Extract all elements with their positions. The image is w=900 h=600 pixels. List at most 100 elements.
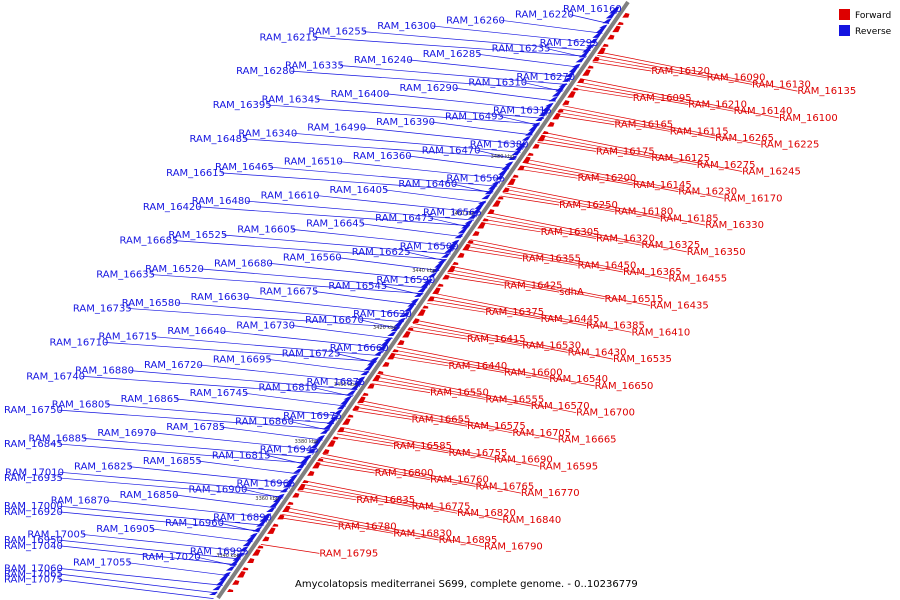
reverse-callout-line — [500, 19, 603, 34]
reverse-gene-9 — [239, 546, 249, 552]
forward-gene-59 — [522, 156, 531, 164]
reverse-gene-105 — [562, 77, 572, 82]
forward-gene-label: RAM_16570 — [531, 401, 590, 412]
reverse-callout-line — [293, 132, 521, 153]
reverse-callout-line — [246, 200, 474, 221]
reverse-callout-line — [58, 545, 237, 566]
forward-callout-line — [488, 212, 687, 253]
forward-gene-label: RAM_16690 — [494, 455, 553, 466]
reverse-callout-line — [60, 471, 288, 492]
forward-gene-label: RAM_16350 — [687, 247, 746, 258]
reverse-callout-line — [196, 556, 237, 567]
reverse-gene-label: RAM_16340 — [238, 128, 297, 139]
reverse-callout-line — [339, 65, 568, 85]
forward-callout-line — [558, 111, 670, 132]
reverse-gene-label: RAM_16735 — [73, 303, 132, 314]
forward-gene-22 — [337, 427, 345, 433]
reverse-gene-78 — [471, 207, 482, 214]
forward-gene-67 — [562, 100, 570, 105]
forward-callout-line — [433, 292, 632, 333]
forward-gene-label: RAM_16450 — [578, 260, 637, 271]
forward-gene-label: RAM_16245 — [742, 167, 801, 178]
forward-gene-38 — [417, 309, 426, 316]
forward-gene-label: RAM_16375 — [485, 307, 544, 318]
forward-gene-30 — [377, 370, 384, 374]
reverse-gene-16 — [262, 513, 272, 517]
reverse-gene-label: RAM_16670 — [305, 315, 364, 326]
forward-gene-41 — [432, 287, 441, 294]
forward-gene-63 — [542, 130, 549, 134]
reverse-callout-line — [151, 274, 424, 294]
reverse-gene-label: RAM_16720 — [144, 360, 203, 371]
reverse-gene-12 — [249, 532, 258, 537]
reverse-callout-line — [129, 370, 358, 390]
forward-gene-43 — [442, 274, 450, 280]
forward-gene-label: RAM_16175 — [596, 146, 655, 157]
forward-callout-line — [415, 319, 614, 360]
reverse-gene-label: RAM_16900 — [188, 484, 247, 495]
forward-callout-line — [523, 162, 679, 192]
forward-gene-label: RAM_16275 — [697, 160, 756, 171]
forward-callout-line — [599, 51, 798, 92]
reverse-gene-89 — [508, 155, 518, 161]
forward-gene-label: RAM_16170 — [724, 193, 783, 204]
reverse-gene-label: RAM_16295 — [540, 38, 599, 49]
forward-gene-label: RAM_16210 — [688, 100, 747, 111]
genome-caption: Amycolatopsis mediterranei S699, complet… — [295, 579, 638, 590]
reverse-callout-line — [58, 443, 307, 464]
reverse-gene-42 — [350, 383, 361, 390]
forward-gene-label: RAM_16840 — [502, 515, 561, 526]
reverse-callout-line — [105, 500, 270, 518]
reverse-callout-line — [499, 116, 540, 126]
forward-gene-label: RAM_16185 — [660, 213, 719, 224]
forward-callout-line — [339, 430, 494, 460]
reverse-gene-label: RAM_16310 — [468, 77, 527, 88]
reverse-gene-label: RAM_16405 — [329, 185, 388, 196]
forward-callout-line — [597, 55, 753, 85]
reverse-callout-line — [220, 522, 260, 533]
forward-gene-label: RAM_16410 — [631, 327, 690, 338]
reverse-gene-82 — [484, 188, 495, 195]
reverse-callout-line — [199, 268, 428, 289]
reverse-gene-8 — [235, 552, 245, 556]
reverse-gene-label: RAM_16480 — [192, 196, 251, 207]
reverse-callout-line — [429, 217, 470, 228]
reverse-gene-34 — [323, 422, 334, 429]
forward-gene-7 — [262, 536, 270, 542]
forward-gene-label: RAM_16655 — [412, 414, 471, 425]
forward-gene-4 — [247, 558, 255, 563]
reverse-gene-label: RAM_16950 — [4, 535, 63, 546]
reverse-gene-label: RAM_16400 — [331, 89, 390, 100]
forward-callout-line — [394, 349, 550, 380]
reverse-gene-label: RAM_16545 — [328, 281, 387, 292]
reverse-gene-label: RAM_16750 — [4, 405, 63, 416]
reverse-callout-line — [243, 488, 283, 499]
forward-callout-line — [431, 296, 587, 326]
forward-gene-42 — [437, 283, 444, 287]
reverse-gene-label: RAM_16280 — [236, 66, 295, 77]
forward-gene-52 — [487, 209, 495, 214]
reverse-gene-label: RAM_16475 — [375, 213, 434, 224]
reverse-callout-line — [316, 99, 544, 119]
forward-callout-line — [465, 245, 578, 266]
reverse-callout-line — [477, 53, 580, 68]
reverse-callout-line — [221, 426, 323, 441]
forward-gene-0 — [227, 589, 234, 593]
forward-callout-line — [375, 376, 531, 407]
reverse-gene-50 — [377, 344, 388, 351]
reverse-callout-line — [384, 189, 486, 204]
reverse-callout-line — [290, 70, 564, 91]
reverse-gene-label: RAM_16810 — [258, 383, 317, 394]
forward-gene-label: RAM_16800 — [375, 468, 434, 479]
forward-gene-label: RAM_16780 — [338, 522, 397, 533]
reverse-callout-line — [292, 229, 456, 247]
forward-gene-label: RAM_16755 — [449, 448, 508, 459]
forward-gene-label: RAM_16355 — [522, 254, 581, 265]
reverse-gene-96 — [531, 122, 541, 126]
forward-callout-line — [357, 403, 513, 434]
reverse-gene-label: RAM_16860 — [235, 416, 294, 427]
forward-callout-line — [279, 517, 338, 527]
reverse-gene-label: RAM_16420 — [143, 202, 202, 213]
forward-callout-line — [502, 192, 615, 213]
genome-axis — [216, 0, 630, 600]
